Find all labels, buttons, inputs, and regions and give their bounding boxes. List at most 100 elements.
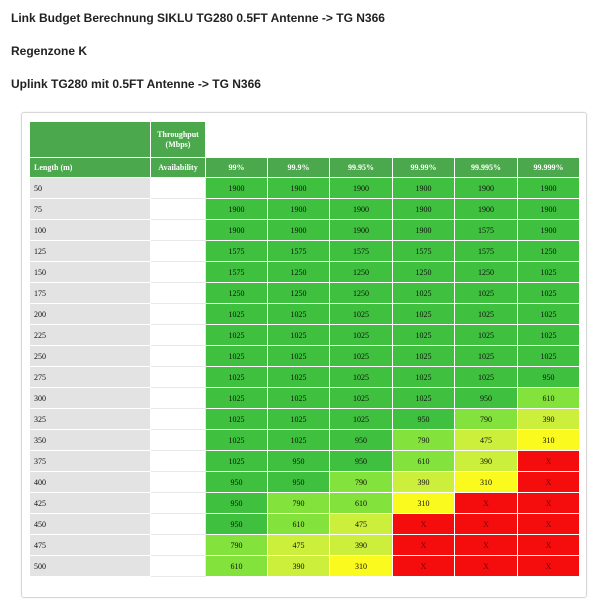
availability-cell (150, 471, 206, 493)
throughput-cell: X (517, 555, 580, 577)
throughput-cell: 1900 (205, 177, 268, 199)
table-row: 150 1575 1250 1250 1250 1250 1025 (29, 261, 580, 283)
length-cell: 200 (29, 303, 151, 325)
availability-cell (150, 303, 206, 325)
length-cell: 125 (29, 240, 151, 262)
table-row: 100 1900 1900 1900 1900 1575 1900 (29, 219, 580, 241)
length-cell: 500 (29, 555, 151, 577)
table-row: 475 790 475 390 X X X (29, 534, 580, 556)
throughput-cell: 950 (205, 492, 268, 514)
throughput-cell: 950 (267, 471, 330, 493)
link-budget-card: Throughput (Mbps) Length (m) Availabilit… (21, 112, 587, 598)
table-row: 300 1025 1025 1025 1025 950 610 (29, 387, 580, 409)
table-row: 275 1025 1025 1025 1025 1025 950 (29, 366, 580, 388)
throughput-cell: X (392, 534, 455, 556)
throughput-cell: 790 (205, 534, 268, 556)
length-header: Length (m) (29, 157, 151, 178)
throughput-cell: 1025 (329, 387, 393, 409)
availability-cell (150, 261, 206, 283)
table-row: 225 1025 1025 1025 1025 1025 1025 (29, 324, 580, 346)
throughput-cell: 1900 (454, 177, 518, 199)
length-cell: 325 (29, 408, 151, 430)
throughput-cell: 1900 (267, 177, 330, 199)
throughput-cell: 1025 (267, 387, 330, 409)
throughput-cell: 1250 (392, 261, 455, 283)
throughput-cell: 1250 (267, 282, 330, 304)
availability-header: Availability (150, 157, 206, 178)
throughput-cell: 610 (267, 513, 330, 535)
throughput-cell: 1575 (329, 240, 393, 262)
throughput-cell: 950 (517, 366, 580, 388)
throughput-cell: 1250 (329, 261, 393, 283)
availability-cell (150, 513, 206, 535)
throughput-cell: 1250 (517, 240, 580, 262)
table-row: 425 950 790 610 310 X X (29, 492, 580, 514)
throughput-cell: 790 (454, 408, 518, 430)
table-row: 400 950 950 790 390 310 X (29, 471, 580, 493)
throughput-cell: 1025 (392, 303, 455, 325)
throughput-cell: 1575 (454, 240, 518, 262)
throughput-cell: 1025 (392, 282, 455, 304)
throughput-cell: 1025 (205, 345, 268, 367)
throughput-cell: 1250 (454, 261, 518, 283)
throughput-cell: 1025 (454, 303, 518, 325)
throughput-cell: 1025 (517, 345, 580, 367)
availability-cell (150, 534, 206, 556)
table-top-row: Throughput (Mbps) (29, 121, 580, 158)
throughput-cell: 950 (329, 429, 393, 451)
availability-cell (150, 198, 206, 220)
throughput-cell: 390 (517, 408, 580, 430)
availability-cell (150, 345, 206, 367)
throughput-cell: 390 (267, 555, 330, 577)
throughput-cell: 1575 (267, 240, 330, 262)
length-cell: 225 (29, 324, 151, 346)
throughput-cell: 1025 (329, 408, 393, 430)
throughput-cell: 475 (267, 534, 330, 556)
length-cell: 475 (29, 534, 151, 556)
throughput-cell: 1025 (205, 429, 268, 451)
table-row: 125 1575 1575 1575 1575 1575 1250 (29, 240, 580, 262)
throughput-cell: 610 (392, 450, 455, 472)
throughput-cell: 1025 (329, 324, 393, 346)
throughput-cell: 1025 (517, 303, 580, 325)
throughput-cell: 1025 (267, 324, 330, 346)
throughput-cell: 1250 (267, 261, 330, 283)
col-header-99-995: 99.995% (454, 157, 518, 178)
throughput-cell: X (454, 555, 518, 577)
throughput-cell: 610 (205, 555, 268, 577)
availability-cell (150, 240, 206, 262)
throughput-cell: 1025 (454, 345, 518, 367)
availability-cell (150, 177, 206, 199)
throughput-cell: X (517, 450, 580, 472)
throughput-cell: 1025 (392, 366, 455, 388)
table-row: 175 1250 1250 1250 1025 1025 1025 (29, 282, 580, 304)
link-budget-table: Throughput (Mbps) Length (m) Availabilit… (29, 121, 580, 577)
throughput-cell: 1900 (329, 177, 393, 199)
throughput-cell: 1900 (205, 198, 268, 220)
throughput-cell: 1025 (267, 366, 330, 388)
availability-cell (150, 555, 206, 577)
throughput-cell: X (454, 513, 518, 535)
document-title: Link Budget Berechnung SIKLU TG280 0.5FT… (11, 11, 385, 25)
length-cell: 425 (29, 492, 151, 514)
throughput-cell: X (517, 534, 580, 556)
throughput-header: Throughput (Mbps) (150, 121, 206, 158)
throughput-cell: 310 (392, 492, 455, 514)
availability-cell (150, 450, 206, 472)
throughput-cell: 1025 (205, 366, 268, 388)
throughput-cell: 1025 (267, 408, 330, 430)
throughput-cell: 1900 (454, 198, 518, 220)
table-row: 450 950 610 475 X X X (29, 513, 580, 535)
corner-cell (29, 121, 151, 158)
throughput-cell: 1900 (267, 219, 330, 241)
col-header-99-99: 99.99% (392, 157, 455, 178)
availability-cell (150, 429, 206, 451)
throughput-cell: 390 (392, 471, 455, 493)
throughput-cell: 1025 (454, 282, 518, 304)
throughput-cell: 950 (267, 450, 330, 472)
length-cell: 400 (29, 471, 151, 493)
length-cell: 375 (29, 450, 151, 472)
throughput-cell: 1025 (392, 324, 455, 346)
length-cell: 150 (29, 261, 151, 283)
throughput-cell: X (517, 513, 580, 535)
